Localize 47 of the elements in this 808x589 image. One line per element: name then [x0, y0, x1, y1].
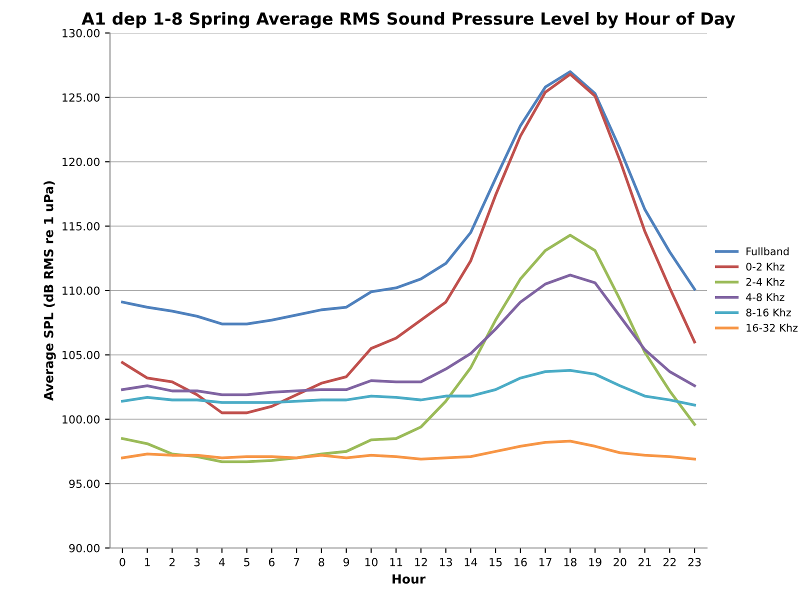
x-tick-label: 1 — [145, 558, 150, 566]
x-tick-label: 11 — [390, 558, 402, 566]
x-tick-label: 5 — [244, 558, 250, 566]
line-series — [121, 440, 696, 461]
y-tick-label: 130.00 — [62, 28, 100, 38]
x-tick-label: 15 — [490, 558, 502, 566]
x-tick-label: 17 — [539, 558, 552, 566]
line-series — [121, 368, 696, 406]
x-tick-label: 10 — [365, 558, 378, 566]
y-tick-label: 115.00 — [62, 222, 100, 231]
legend-label: 16-32 Khz — [746, 324, 798, 332]
legend-label: 0-2 Khz — [746, 262, 784, 271]
x-tick-label: 16 — [514, 558, 527, 566]
x-tick-label: 4 — [218, 558, 225, 566]
x-tick-label: 13 — [440, 558, 452, 566]
y-axis-title: Average SPL (dB RMS re 1 uPa) — [44, 181, 56, 401]
x-tick-label: 21 — [638, 558, 651, 566]
legend-label: 8-16 Khz — [746, 308, 791, 316]
x-tick-label: 18 — [564, 558, 576, 566]
x-tick-label: 6 — [268, 558, 275, 566]
legend-label: 2-4 Khz — [746, 278, 784, 286]
x-tick-label: 14 — [464, 558, 478, 566]
x-tick-label: 2 — [169, 558, 175, 566]
x-tick-label: 19 — [589, 558, 602, 566]
x-tick-label: 23 — [688, 558, 701, 566]
legend-label: 4-8 Khz — [746, 293, 784, 302]
x-tick-label: 9 — [343, 558, 350, 566]
line-series — [121, 70, 696, 326]
line-series — [121, 72, 696, 414]
x-tick-label: 0 — [120, 558, 126, 566]
x-axis-title: Hour — [392, 574, 426, 584]
x-tick-label: 7 — [294, 558, 300, 566]
y-tick-label: 120.00 — [62, 158, 100, 166]
line-series — [121, 274, 696, 396]
x-tick-label: 12 — [415, 558, 427, 566]
y-tick-label: 100.00 — [62, 415, 100, 424]
y-tick-label: 95.00 — [69, 480, 100, 488]
legend-label: Fullband — [746, 247, 789, 256]
x-tick-label: 22 — [663, 558, 676, 566]
y-tick-label: 90.00 — [69, 544, 100, 552]
y-tick-label: 125.00 — [62, 93, 100, 102]
y-tick-label: 110.00 — [62, 286, 100, 295]
chart-title: A1 dep 1-8 Spring Average RMS Sound Pressure Level by Hour of Day — [82, 12, 736, 28]
y-tick-label: 105.00 — [62, 350, 100, 360]
x-tick-label: 20 — [614, 558, 626, 566]
x-tick-label: 3 — [194, 558, 200, 566]
x-tick-label: 8 — [318, 558, 324, 566]
